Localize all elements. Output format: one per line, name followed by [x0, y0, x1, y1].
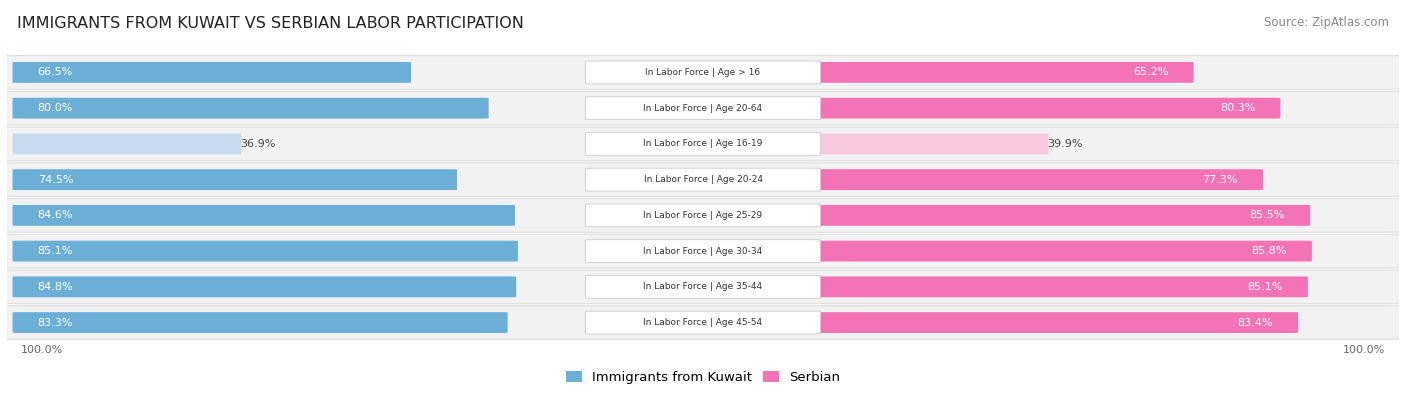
- FancyBboxPatch shape: [13, 276, 516, 297]
- FancyBboxPatch shape: [4, 127, 1402, 161]
- Text: IMMIGRANTS FROM KUWAIT VS SERBIAN LABOR PARTICIPATION: IMMIGRANTS FROM KUWAIT VS SERBIAN LABOR …: [17, 16, 524, 31]
- Text: Source: ZipAtlas.com: Source: ZipAtlas.com: [1264, 16, 1389, 29]
- Text: In Labor Force | Age 20-64: In Labor Force | Age 20-64: [644, 103, 762, 113]
- Text: In Labor Force | Age 35-44: In Labor Force | Age 35-44: [644, 282, 762, 292]
- FancyBboxPatch shape: [585, 168, 821, 191]
- Text: In Labor Force | Age 25-29: In Labor Force | Age 25-29: [644, 211, 762, 220]
- FancyBboxPatch shape: [585, 204, 821, 227]
- Text: In Labor Force | Age 45-54: In Labor Force | Age 45-54: [644, 318, 762, 327]
- FancyBboxPatch shape: [4, 199, 1402, 232]
- Text: 85.1%: 85.1%: [1247, 282, 1282, 292]
- FancyBboxPatch shape: [803, 205, 1310, 226]
- Text: 84.6%: 84.6%: [38, 211, 73, 220]
- FancyBboxPatch shape: [585, 240, 821, 263]
- Text: 65.2%: 65.2%: [1133, 68, 1168, 77]
- FancyBboxPatch shape: [803, 276, 1308, 297]
- FancyBboxPatch shape: [585, 132, 821, 155]
- Text: 83.4%: 83.4%: [1237, 318, 1272, 327]
- FancyBboxPatch shape: [13, 134, 242, 154]
- FancyBboxPatch shape: [13, 312, 508, 333]
- FancyBboxPatch shape: [4, 270, 1402, 304]
- FancyBboxPatch shape: [13, 205, 515, 226]
- FancyBboxPatch shape: [803, 98, 1281, 118]
- FancyBboxPatch shape: [803, 62, 1194, 83]
- FancyBboxPatch shape: [13, 169, 457, 190]
- Text: 85.8%: 85.8%: [1251, 246, 1286, 256]
- Text: 100.0%: 100.0%: [1343, 345, 1385, 355]
- Text: 39.9%: 39.9%: [1047, 139, 1083, 149]
- Text: 80.0%: 80.0%: [38, 103, 73, 113]
- Text: 100.0%: 100.0%: [21, 345, 63, 355]
- FancyBboxPatch shape: [13, 98, 489, 118]
- Text: In Labor Force | Age 20-24: In Labor Force | Age 20-24: [644, 175, 762, 184]
- FancyBboxPatch shape: [803, 241, 1312, 261]
- FancyBboxPatch shape: [803, 134, 1049, 154]
- FancyBboxPatch shape: [803, 312, 1298, 333]
- FancyBboxPatch shape: [4, 56, 1402, 89]
- Text: In Labor Force | Age 30-34: In Labor Force | Age 30-34: [644, 246, 762, 256]
- Text: 74.5%: 74.5%: [38, 175, 73, 184]
- FancyBboxPatch shape: [4, 91, 1402, 125]
- Legend: Immigrants from Kuwait, Serbian: Immigrants from Kuwait, Serbian: [561, 365, 845, 389]
- FancyBboxPatch shape: [803, 169, 1263, 190]
- Text: 83.3%: 83.3%: [38, 318, 73, 327]
- Text: 85.5%: 85.5%: [1250, 211, 1285, 220]
- Text: 36.9%: 36.9%: [240, 139, 276, 149]
- Text: 84.8%: 84.8%: [38, 282, 73, 292]
- FancyBboxPatch shape: [4, 163, 1402, 196]
- Text: 77.3%: 77.3%: [1202, 175, 1239, 184]
- FancyBboxPatch shape: [13, 241, 517, 261]
- FancyBboxPatch shape: [585, 97, 821, 120]
- Text: 80.3%: 80.3%: [1220, 103, 1256, 113]
- FancyBboxPatch shape: [585, 275, 821, 298]
- FancyBboxPatch shape: [4, 234, 1402, 268]
- FancyBboxPatch shape: [13, 62, 411, 83]
- FancyBboxPatch shape: [585, 61, 821, 84]
- FancyBboxPatch shape: [585, 311, 821, 334]
- FancyBboxPatch shape: [4, 306, 1402, 339]
- Text: In Labor Force | Age > 16: In Labor Force | Age > 16: [645, 68, 761, 77]
- Text: 85.1%: 85.1%: [38, 246, 73, 256]
- Text: In Labor Force | Age 16-19: In Labor Force | Age 16-19: [644, 139, 762, 149]
- Text: 66.5%: 66.5%: [38, 68, 73, 77]
